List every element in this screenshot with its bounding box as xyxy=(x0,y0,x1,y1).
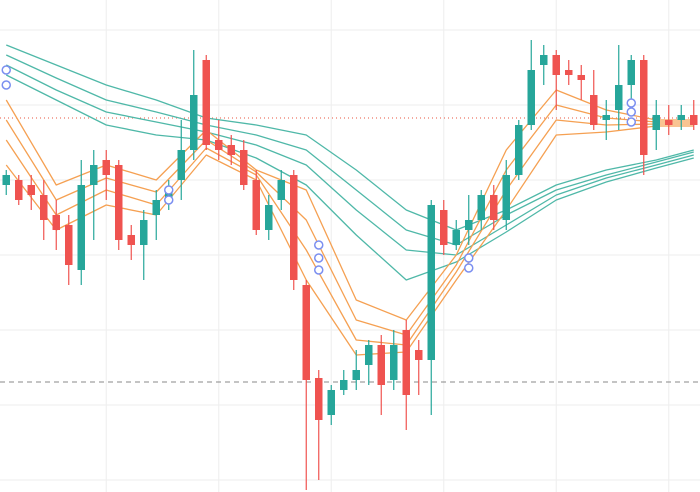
signal-marker xyxy=(1,80,11,90)
candle-body xyxy=(477,195,485,220)
candle-body xyxy=(377,345,385,385)
signal-marker xyxy=(1,65,11,75)
candle-body xyxy=(402,330,410,395)
signal-marker xyxy=(464,263,474,273)
candle-body xyxy=(365,345,373,365)
candle-body xyxy=(77,185,85,270)
candle-body xyxy=(627,60,635,85)
candle-body xyxy=(290,175,298,280)
signal-marker xyxy=(314,265,324,275)
candle-body xyxy=(52,215,60,230)
candle-body xyxy=(27,185,35,195)
candle-body xyxy=(215,140,223,150)
candle-body xyxy=(327,390,335,415)
candle-body xyxy=(427,205,435,360)
candle-body xyxy=(15,180,23,200)
candle-body xyxy=(465,220,473,230)
moving-average-line xyxy=(5,119,694,346)
candle-body xyxy=(152,200,160,215)
signal-marker xyxy=(626,117,636,127)
candle-body xyxy=(515,125,523,175)
candle-body xyxy=(165,190,173,200)
moving-average-line xyxy=(6,44,694,231)
candle-body xyxy=(2,175,10,185)
candle-body xyxy=(490,195,498,220)
candle-body xyxy=(415,350,423,360)
moving-average-line xyxy=(5,54,694,246)
candle-body xyxy=(615,85,623,110)
signal-marker xyxy=(314,253,324,263)
candle-body xyxy=(65,225,73,265)
candle-body xyxy=(502,175,510,220)
candle-body xyxy=(127,235,135,245)
candle-body xyxy=(690,115,698,125)
signal-marker xyxy=(626,107,636,117)
candle-body xyxy=(552,55,560,75)
moving-average-line xyxy=(5,104,694,336)
candle-body xyxy=(302,285,310,380)
candle-body xyxy=(440,210,448,245)
candle-body xyxy=(340,380,348,390)
moving-average-line xyxy=(5,74,694,281)
moving-average-line xyxy=(5,89,694,321)
moving-average-line xyxy=(5,64,694,256)
candle-body xyxy=(390,345,398,380)
candle-body xyxy=(452,230,460,245)
candle-body xyxy=(352,370,360,380)
candle-body xyxy=(602,115,610,120)
candle-body xyxy=(227,145,235,155)
candle-body xyxy=(540,55,548,65)
signal-marker xyxy=(164,185,174,195)
candle-body xyxy=(190,95,198,150)
candle-body xyxy=(140,220,148,245)
candle-body xyxy=(577,75,585,80)
candle-body xyxy=(665,120,673,125)
candle-body xyxy=(115,165,123,240)
candle-body xyxy=(677,115,685,120)
candle-body xyxy=(640,60,648,155)
signal-marker xyxy=(164,195,174,205)
signal-marker xyxy=(626,98,636,108)
candle-body xyxy=(590,95,598,125)
candle-body xyxy=(240,150,248,185)
candle-body xyxy=(315,378,323,420)
candle-body xyxy=(202,60,210,145)
signal-marker xyxy=(314,240,324,250)
candle-body xyxy=(652,115,660,130)
candle-body xyxy=(265,205,273,230)
candle-body xyxy=(90,165,98,185)
candle-body xyxy=(40,195,48,220)
candle-body xyxy=(565,70,573,75)
candle-body xyxy=(177,150,185,180)
signal-marker xyxy=(464,253,474,263)
candle-body xyxy=(277,180,285,200)
candle-body xyxy=(102,160,110,175)
candle-body xyxy=(527,70,535,125)
candle-body xyxy=(252,180,260,230)
